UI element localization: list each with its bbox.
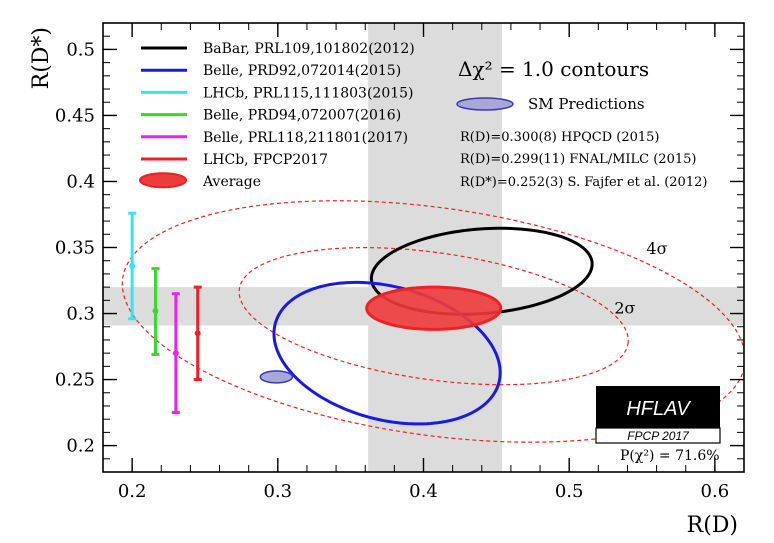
error-bar-belle-2016 xyxy=(151,267,160,356)
x-tick-label: 0.2 xyxy=(118,481,147,502)
y-tick-label: 0.25 xyxy=(55,370,95,391)
axis-ticks: 0.2 0.3 0.4 0.5 0.6 0.2 0.25 0.3 0.35 0.4 0.45 0.5 xyxy=(55,22,745,502)
ellipse-average xyxy=(365,285,503,331)
ellipse-babar xyxy=(369,226,594,316)
legend-label: Average xyxy=(202,174,261,190)
error-bar-point xyxy=(172,350,179,357)
y-axis-label: R(D*) xyxy=(29,27,54,89)
chart-title: Δχ² = 1.0 contours xyxy=(458,57,649,81)
legend-item-3: Belle, PRD94,072007(2016) xyxy=(141,108,401,124)
legend-item-2: LHCb, PRL115,111803(2015) xyxy=(141,85,414,101)
logo-sub: FPCP 2017 xyxy=(627,429,690,443)
error-bar-point xyxy=(129,262,136,269)
legend-label: Belle, PRD94,072007(2016) xyxy=(203,108,401,124)
sigma-label-0: 2σ xyxy=(614,299,635,318)
sm-note-1: R(D)=0.300(8) HPQCD (2015) xyxy=(460,130,659,145)
x-tick-label: 0.5 xyxy=(555,481,584,502)
legend-item-0: BaBar, PRL109,101802(2012) xyxy=(141,41,415,57)
legend: BaBar, PRL109,101802(2012) Belle, PRD92,0… xyxy=(139,41,415,190)
error-bar-lhcb-2015 xyxy=(128,211,137,321)
legend-label: BaBar, PRL109,101802(2012) xyxy=(203,41,415,57)
y-tick-label: 0.4 xyxy=(66,171,95,192)
x-tick-label: 0.3 xyxy=(263,481,292,502)
sm-note-3: R(D*)=0.252(3) S. Fajfer et al. (2012) xyxy=(460,175,707,190)
y-tick-label: 0.5 xyxy=(66,39,95,60)
sigma-contours xyxy=(121,200,744,443)
legend-item-6: Average xyxy=(139,172,261,190)
sigma-contour-4 xyxy=(121,200,744,443)
legend-label: Belle, PRL118,211801(2017) xyxy=(203,130,408,146)
error-bar-belle-2017 xyxy=(171,292,180,415)
y-tick-label: 0.2 xyxy=(66,436,95,457)
sm-note-2: R(D)=0.299(11) FNAL/MILC (2015) xyxy=(460,152,696,167)
legend-item-4: Belle, PRL118,211801(2017) xyxy=(141,130,408,146)
y-tick-label: 0.45 xyxy=(55,105,95,126)
x-axis-label: R(D) xyxy=(687,513,738,538)
y-tick-label: 0.35 xyxy=(55,238,95,259)
legend-label: LHCb, FPCP2017 xyxy=(203,152,328,168)
error-bars: 2σ 4σ xyxy=(128,211,668,415)
logo-sub-box xyxy=(595,427,721,444)
p-chi2: P(χ²) = 71.6% xyxy=(620,448,720,464)
y-tick-label: 0.3 xyxy=(66,304,95,325)
sigma-label-1: 4σ xyxy=(646,239,667,258)
hflav-logo: HFLAV FPCP 2017 xyxy=(595,386,721,444)
error-bar-point xyxy=(194,330,201,337)
sm-legend-swatch xyxy=(456,97,514,111)
x-tick-label: 0.6 xyxy=(701,481,730,502)
sm-legend-label: SM Predictions xyxy=(528,95,645,113)
legend-item-1: Belle, PRD92,072014(2015) xyxy=(141,63,401,79)
logo-box xyxy=(596,386,720,428)
measurement-ellipses xyxy=(259,226,594,426)
x-tick-label: 0.4 xyxy=(409,481,438,502)
ellipse-sm-predictions xyxy=(259,370,294,384)
error-bar-point xyxy=(152,307,159,314)
legend-label: LHCb, PRL115,111803(2015) xyxy=(203,85,414,101)
legend-label: Belle, PRD92,072014(2015) xyxy=(203,63,401,79)
error-bar-lhcb-fpcp2017 xyxy=(193,285,202,382)
logo-main: HFLAV xyxy=(626,398,691,420)
sigma-contour-2 xyxy=(238,247,629,386)
legend-swatch xyxy=(139,172,187,189)
legend-item-5: LHCb, FPCP2017 xyxy=(141,152,328,168)
